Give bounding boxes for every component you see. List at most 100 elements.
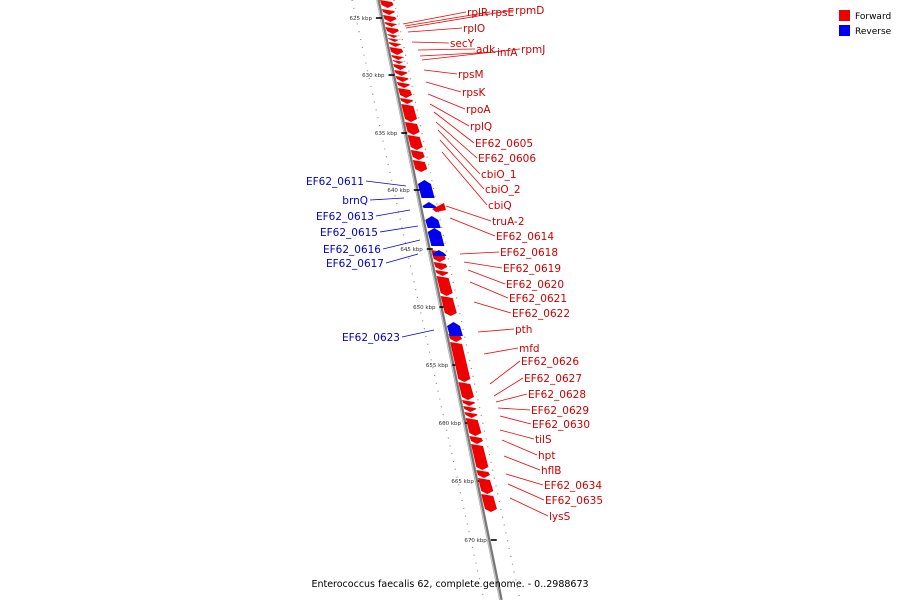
gene-labels: rplR rpsE rpmD rplO secY adk infA rpmJ rpsM rpsK r… <box>306 5 603 523</box>
label-leader-line <box>404 11 491 27</box>
forward-gene-block[interactable] <box>398 88 413 98</box>
forward-gene-block[interactable] <box>387 38 401 42</box>
label-leader-line <box>435 121 478 159</box>
gene-label-rpse[interactable]: rpsE <box>491 7 514 19</box>
reverse-gene-block[interactable] <box>427 228 445 246</box>
reverse-gene-block[interactable] <box>425 216 441 228</box>
forward-gene-block[interactable] <box>481 494 497 512</box>
forward-gene-block[interactable] <box>469 436 484 444</box>
gene-label-rplo[interactable]: rplO <box>463 23 485 35</box>
gene-label-pth[interactable]: pth <box>515 324 532 336</box>
forward-gene-block[interactable] <box>386 34 400 38</box>
forward-gene-block[interactable] <box>392 60 406 64</box>
reverse-gene-block[interactable] <box>422 202 437 208</box>
gene-label-rpmj[interactable]: rpmJ <box>521 44 545 56</box>
forward-gene-block[interactable] <box>410 150 425 160</box>
gene-label-lyss[interactable]: lysS <box>549 511 571 523</box>
gene-label-cbio-1[interactable]: cbiO_1 <box>481 169 517 181</box>
genome-backbone <box>376 0 503 600</box>
label-leader-line <box>427 93 466 110</box>
forward-gene-block[interactable] <box>435 270 449 276</box>
gene-label-ef62-0618[interactable]: EF62_0618 <box>500 247 558 259</box>
gene-label-rplr[interactable]: rplR <box>467 7 488 19</box>
forward-gene-block[interactable] <box>458 382 474 400</box>
forward-gene-block[interactable] <box>412 160 428 172</box>
forward-gene-block[interactable] <box>476 470 490 478</box>
gene-label-ef62-0605[interactable]: EF62_0605 <box>475 138 533 150</box>
gene-label-brnq[interactable]: brnQ <box>342 195 368 207</box>
forward-gene-block[interactable] <box>384 22 398 27</box>
gene-label-infa[interactable]: infA <box>497 47 518 59</box>
gene-label-adk[interactable]: adk <box>476 44 496 56</box>
gene-label-cbio-2[interactable]: cbiO_2 <box>485 184 521 196</box>
gene-label-rpmd[interactable]: rpmD <box>515 5 544 17</box>
forward-gene-block[interactable] <box>450 342 471 382</box>
gene-label-ef62-0619[interactable]: EF62_0619 <box>503 263 561 275</box>
forward-gene-block[interactable] <box>383 15 397 22</box>
forward-gene-block[interactable] <box>380 0 394 8</box>
gene-label-rpsm[interactable]: rpsM <box>458 69 484 81</box>
forward-gene-block[interactable] <box>440 296 457 316</box>
scale-tick-label: 655 kbp <box>426 363 449 369</box>
forward-gene-block[interactable] <box>432 203 446 212</box>
gene-label-ef62-0635[interactable]: EF62_0635 <box>545 495 603 507</box>
reverse-gene-block[interactable] <box>417 180 435 198</box>
label-leader-line <box>467 269 506 285</box>
forward-gene-block[interactable] <box>396 82 411 88</box>
forward-gene-block[interactable] <box>393 64 407 70</box>
gene-label-ef62-0615[interactable]: EF62_0615 <box>320 227 378 239</box>
gene-label-rpsk[interactable]: rpsK <box>462 87 486 99</box>
gene-label-ef62-0606[interactable]: EF62_0606 <box>478 153 536 165</box>
scale-tick-label: 650 kbp <box>413 305 436 311</box>
gene-label-ef62-0622[interactable]: EF62_0622 <box>512 308 570 320</box>
forward-gene-block[interactable] <box>400 98 414 104</box>
gene-label-ef62-0628[interactable]: EF62_0628 <box>528 389 586 401</box>
forward-gene-block[interactable] <box>463 406 477 412</box>
forward-gene-block[interactable] <box>389 47 404 55</box>
forward-gene-block[interactable] <box>391 55 405 60</box>
label-leader-line <box>503 455 541 471</box>
gene-label-mfd[interactable]: mfd <box>519 343 540 355</box>
forward-gene-block[interactable] <box>462 400 476 406</box>
gene-label-ef62-0629[interactable]: EF62_0629 <box>531 405 589 417</box>
gene-label-ef62-0614[interactable]: EF62_0614 <box>496 231 554 243</box>
gene-label-ef62-0620[interactable]: EF62_0620 <box>506 279 564 291</box>
gene-label-tils[interactable]: tilS <box>535 434 552 446</box>
forward-gene-block[interactable] <box>436 276 453 296</box>
forward-gene-block[interactable] <box>381 9 396 15</box>
gene-label-ef62-0630[interactable]: EF62_0630 <box>532 419 590 431</box>
gene-label-rpoa[interactable]: rpoA <box>466 104 491 116</box>
gene-label-ef62-0616[interactable]: EF62_0616 <box>323 244 381 256</box>
gene-label-ef62-0634[interactable]: EF62_0634 <box>544 480 602 492</box>
label-leader-line <box>421 48 521 61</box>
gene-label-ef62-0621[interactable]: EF62_0621 <box>509 293 567 305</box>
forward-gene-block[interactable] <box>477 478 494 494</box>
gene-label-ef62-0611[interactable]: EF62_0611 <box>306 176 364 188</box>
label-leader-line <box>469 281 509 299</box>
gene-label-cbiq[interactable]: cbiQ <box>488 200 512 212</box>
gene-label-rplq[interactable]: rplQ <box>470 121 492 133</box>
forward-gene-block[interactable] <box>433 262 448 270</box>
forward-gene-block[interactable] <box>465 418 482 436</box>
reverse-gene-block[interactable] <box>432 250 447 256</box>
forward-gene-block[interactable] <box>401 104 418 122</box>
forward-gene-block[interactable] <box>388 42 402 47</box>
forward-gene-block[interactable] <box>407 135 423 150</box>
gene-label-hflb[interactable]: hflB <box>541 465 561 477</box>
gene-label-trua-2[interactable]: truA-2 <box>492 216 525 228</box>
forward-gene-block[interactable] <box>471 444 489 470</box>
forward-gene-block[interactable] <box>405 122 420 135</box>
gene-label-ef62-0626[interactable]: EF62_0626 <box>521 356 579 368</box>
forward-gene-block[interactable] <box>394 70 408 76</box>
gene-label-hpt[interactable]: hpt <box>538 450 555 462</box>
gene-label-secy[interactable]: secY <box>450 38 475 50</box>
gene-label-ef62-0613[interactable]: EF62_0613 <box>316 211 374 223</box>
reverse-gene-block[interactable] <box>447 322 463 336</box>
gene-label-ef62-0627[interactable]: EF62_0627 <box>524 373 582 385</box>
forward-gene-block[interactable] <box>385 27 399 34</box>
forward-gene-block[interactable] <box>464 412 478 418</box>
gene-label-ef62-0617[interactable]: EF62_0617 <box>326 258 384 270</box>
forward-gene-block[interactable] <box>395 76 409 82</box>
gene-label-ef62-0623[interactable]: EF62_0623 <box>342 332 400 344</box>
label-leader-line <box>497 407 531 411</box>
